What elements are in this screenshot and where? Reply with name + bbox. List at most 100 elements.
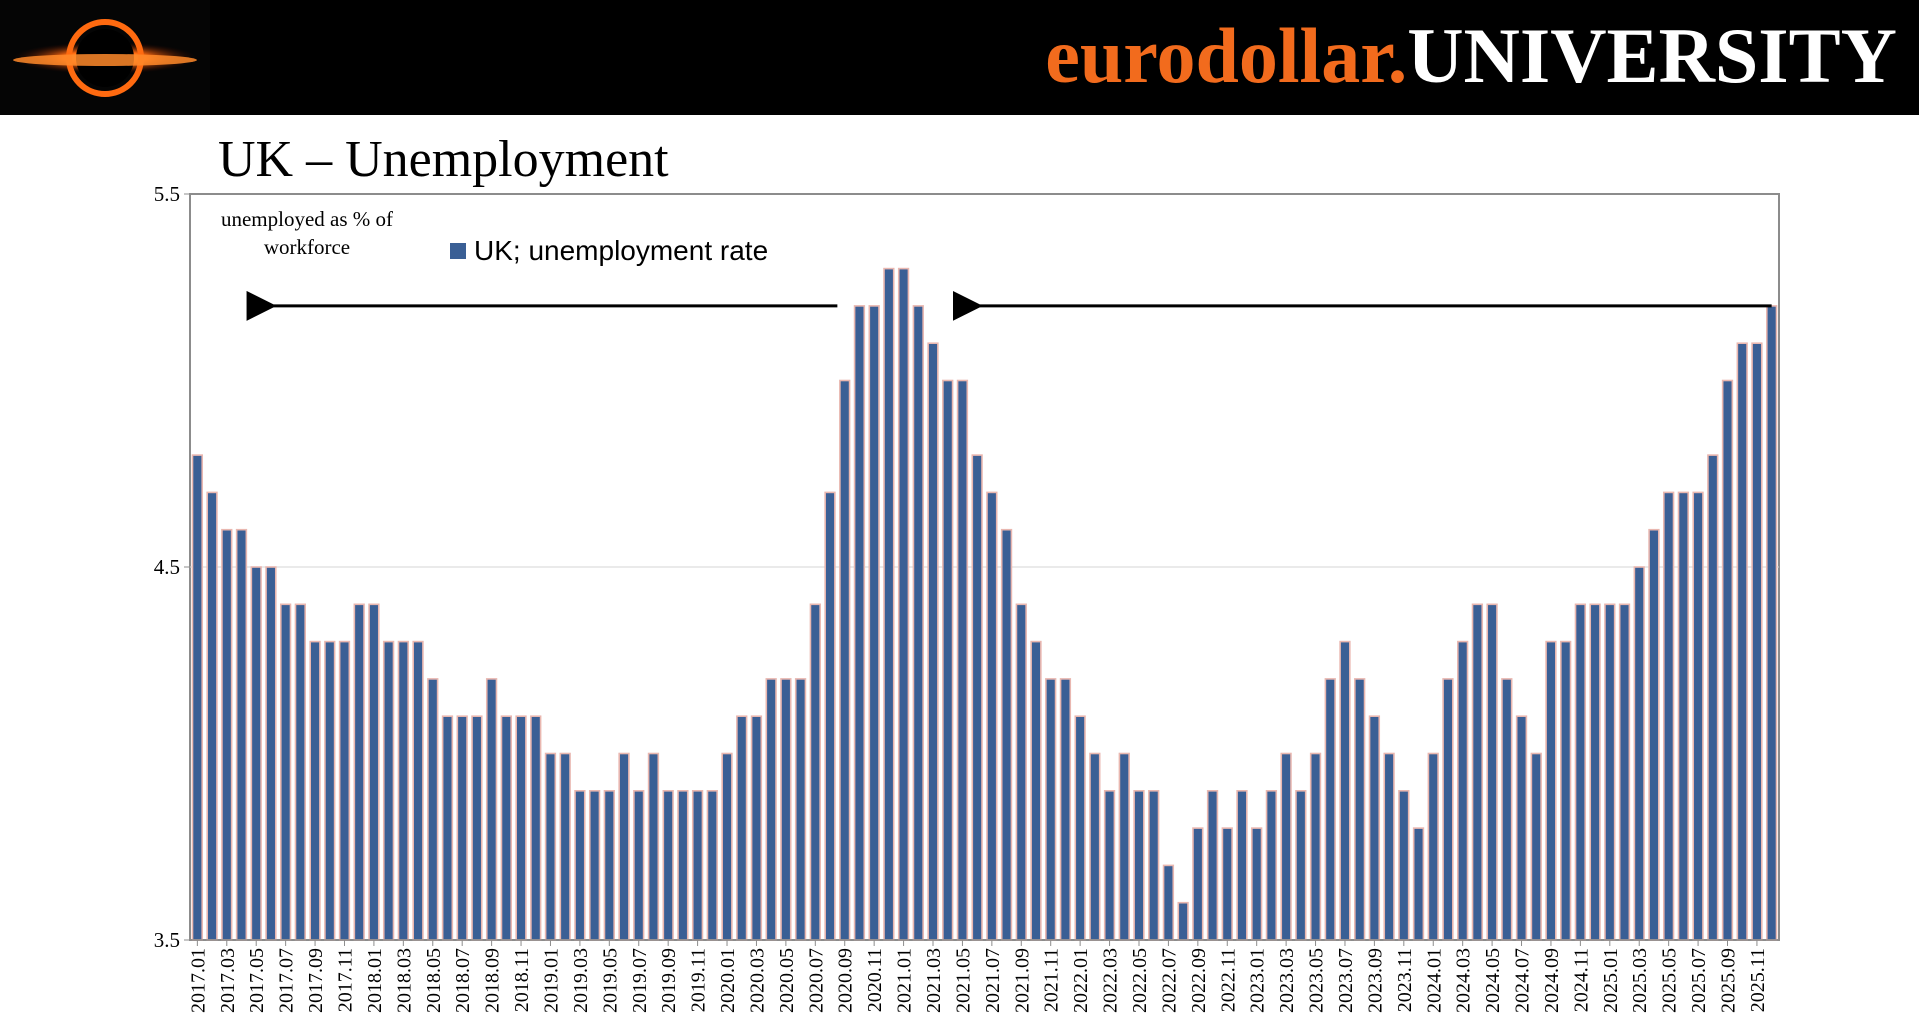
bar (956, 379, 969, 941)
bar (294, 603, 306, 941)
bar (1251, 827, 1263, 941)
brand-logo-text: eurodollar.UNIVERSITY (1045, 8, 1897, 104)
bar (647, 752, 660, 941)
x-tick-label: 2017.07 (276, 948, 298, 1013)
bar (1486, 603, 1498, 941)
bar (574, 789, 586, 941)
bar (353, 603, 365, 941)
bar (794, 678, 807, 941)
bar (500, 715, 512, 941)
bar (1589, 603, 1601, 941)
bar (1000, 528, 1013, 941)
slide-title: UK – Unemployment (218, 131, 669, 188)
brand-part2: UNIVERSITY (1407, 12, 1897, 99)
bar (897, 267, 910, 941)
x-tick-label: 2024.09 (1541, 948, 1563, 1013)
bar (250, 566, 262, 941)
bar (1457, 640, 1469, 941)
bar (1148, 789, 1160, 941)
x-tick-label: 2025.11 (1747, 948, 1769, 1012)
x-tick-label: 2019.05 (599, 948, 621, 1013)
bar (706, 789, 718, 941)
bar (1015, 603, 1027, 941)
bar (1604, 603, 1616, 941)
bar (1442, 678, 1454, 941)
x-tick-label: 2019.03 (570, 948, 592, 1013)
bar (1309, 752, 1322, 941)
bar (1677, 491, 1690, 941)
bar (221, 528, 233, 941)
bar (883, 267, 895, 941)
x-tick-label: 2018.09 (482, 948, 504, 1013)
x-tick-label: 2021.07 (982, 948, 1004, 1013)
bar (603, 789, 615, 941)
x-tick-label: 2022.11 (1217, 948, 1239, 1012)
bar (1515, 715, 1528, 941)
bar (382, 640, 395, 941)
bar (441, 715, 454, 941)
bar (1045, 678, 1057, 941)
bar (927, 342, 939, 941)
bar (868, 305, 880, 941)
x-tick-label: 2025.03 (1629, 948, 1651, 1013)
bar (736, 715, 748, 941)
x-tick-label: 2020.03 (746, 948, 768, 1013)
bar (839, 379, 851, 941)
x-tick-label: 2021.05 (952, 948, 974, 1013)
bar (1162, 864, 1175, 941)
x-tick-label: 2020.01 (717, 948, 739, 1013)
x-tick-label: 2024.07 (1512, 948, 1534, 1013)
x-tick-label: 2017.11 (334, 948, 356, 1012)
bar (765, 678, 777, 941)
x-tick-label: 2018.01 (364, 948, 386, 1013)
bar (1265, 789, 1278, 941)
y-tick-label: 4.5 (154, 555, 180, 579)
x-tick-label: 2025.05 (1659, 948, 1681, 1013)
bar (780, 678, 792, 941)
bar (1633, 566, 1645, 941)
bar (1721, 379, 1734, 941)
bar (412, 640, 424, 941)
x-ticks-group: 2017.01 2017.03 2017.05 2017.07 2017.09 2017.… (187, 940, 1769, 1013)
bar (338, 640, 351, 941)
bars-group (191, 267, 1778, 941)
bar (942, 379, 954, 941)
x-tick-label: 2020.05 (776, 948, 798, 1013)
bar (662, 789, 674, 941)
x-tick-label: 2018.03 (393, 948, 415, 1013)
bar (279, 603, 292, 941)
bar (1618, 603, 1631, 941)
x-tick-label: 2023.01 (1247, 948, 1269, 1013)
bar (456, 715, 468, 941)
bar (1383, 752, 1395, 941)
x-tick-label: 2017.09 (305, 948, 327, 1013)
bar (1412, 827, 1425, 941)
bar (1648, 528, 1660, 941)
x-tick-label: 2022.05 (1129, 948, 1151, 1013)
bar (544, 752, 557, 941)
bar (691, 789, 704, 941)
bar (809, 603, 821, 941)
bar (912, 305, 924, 941)
x-tick-label: 2018.07 (452, 948, 474, 1013)
bar (427, 678, 439, 941)
bar (750, 715, 763, 941)
bar (1736, 342, 1748, 941)
x-tick-label: 2017.01 (187, 948, 209, 1013)
legend-label: UK; unemployment rate (474, 235, 768, 266)
bar (1339, 640, 1351, 941)
bar (1324, 678, 1336, 941)
header-bar: eurodollar.UNIVERSITY (0, 0, 1919, 115)
x-tick-label: 2017.05 (246, 948, 268, 1013)
x-tick-label: 2019.07 (629, 948, 651, 1013)
bar (397, 640, 409, 941)
bar (1471, 603, 1484, 941)
bar (1427, 752, 1439, 941)
x-tick-label: 2023.09 (1364, 948, 1386, 1013)
bar (1236, 789, 1248, 941)
bar (1206, 789, 1219, 941)
x-tick-label: 2021.09 (1011, 948, 1033, 1013)
x-tick-label: 2021.03 (923, 948, 945, 1013)
bar (1354, 678, 1366, 941)
bar (721, 752, 733, 941)
